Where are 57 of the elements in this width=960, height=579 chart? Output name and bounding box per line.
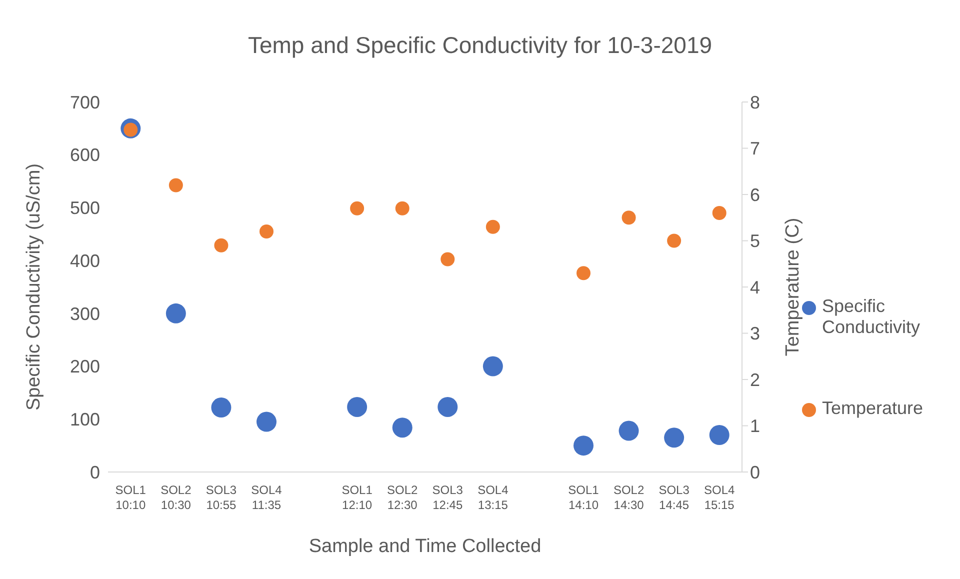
x-axis-title: Sample and Time Collected [308,536,542,557]
y-tick-label: 700 [70,92,100,112]
y2-tick-label: 2 [750,370,760,390]
x-tick-label: SOL4 15:15 [704,483,736,512]
point [214,238,228,252]
x-tick-label: SOL4 13:15 [478,483,509,512]
point [576,266,590,280]
point [486,220,500,234]
legend-label: Temperature [822,398,924,418]
x-tick-label: SOL1 12:10 [342,483,373,512]
point [440,252,455,266]
x-tick-label: SOL3 12:45 [432,483,464,512]
y2-tick-label: 4 [750,277,760,298]
x-tick-label: SOL2 10:30 [160,483,192,512]
y2-tick-label: 7 [750,138,760,159]
x-tick-label: SOL1 10:10 [115,483,146,512]
point [211,398,232,418]
point [347,396,368,417]
point [622,210,636,225]
point [260,224,274,238]
y-tick-label: 300 [70,304,100,324]
chart-title: Temp and Specific Conductivity for 10-3-2019 [246,32,714,60]
x-tick-label: SOL3 10:55 [206,483,237,512]
point [166,303,186,324]
y-tick-label: 0 [90,462,100,482]
point [709,425,730,445]
x-tick-label: SOL2 12:30 [387,483,418,512]
point [256,412,276,432]
y-axis-title: Specific Conductivity (uS/cm) [24,163,45,411]
point [438,396,458,417]
point [168,178,183,192]
y-tick-label: 400 [70,250,100,271]
x-tick-label: SOL1 14:10 [568,483,600,512]
y2-tick-label: 0 [750,462,760,482]
y-tick-label: 600 [70,145,100,166]
point [618,420,639,441]
x-tick-label: SOL3 14:45 [658,483,690,512]
y2-tick-label: 6 [750,184,760,205]
point [395,201,410,216]
y2-tick-label: 8 [750,92,760,112]
point [667,234,682,248]
x-tick-label: SOL2 14:30 [613,483,644,512]
y-tick-label: 100 [70,410,100,430]
y2-tick-label: 5 [750,231,760,252]
point [712,206,726,220]
point [664,428,684,448]
point [392,418,412,438]
x-tick-label: SOL4 11:35 [251,483,282,512]
y-tick-label: 200 [70,356,100,377]
legend-label: Specific Conductivity [822,296,922,338]
y2-tick-label: 3 [750,324,760,344]
y-tick-label: 500 [70,198,100,218]
point [482,356,503,376]
point [574,436,594,456]
point [350,201,364,216]
y2-tick-label: 1 [750,416,760,436]
y2-axis-title: Temperature (C) [782,218,804,356]
